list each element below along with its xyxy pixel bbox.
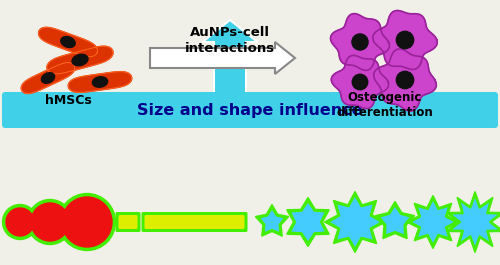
Polygon shape — [332, 55, 388, 109]
Polygon shape — [22, 63, 74, 94]
Polygon shape — [410, 199, 456, 245]
Ellipse shape — [396, 31, 413, 49]
Polygon shape — [330, 14, 390, 70]
FancyArrow shape — [202, 20, 258, 95]
Ellipse shape — [61, 37, 75, 47]
Polygon shape — [324, 192, 386, 253]
FancyBboxPatch shape — [176, 212, 248, 232]
FancyBboxPatch shape — [2, 92, 498, 128]
Text: AuNPs-cell
interactions: AuNPs-cell interactions — [185, 25, 275, 55]
Polygon shape — [450, 195, 500, 249]
Text: hMSCs: hMSCs — [44, 94, 92, 107]
Polygon shape — [38, 27, 98, 57]
Circle shape — [58, 193, 116, 250]
FancyArrow shape — [150, 42, 295, 74]
Circle shape — [28, 200, 72, 245]
FancyBboxPatch shape — [118, 215, 138, 229]
Circle shape — [2, 205, 37, 240]
Circle shape — [6, 208, 34, 236]
Polygon shape — [256, 205, 288, 236]
Ellipse shape — [72, 54, 88, 66]
Text: Size and shape influence: Size and shape influence — [137, 103, 363, 117]
Polygon shape — [258, 208, 285, 233]
Ellipse shape — [352, 34, 368, 50]
FancyBboxPatch shape — [144, 215, 182, 229]
Polygon shape — [68, 72, 132, 92]
FancyBboxPatch shape — [180, 215, 244, 229]
Circle shape — [62, 197, 112, 247]
Polygon shape — [379, 205, 411, 236]
Ellipse shape — [92, 77, 108, 87]
Polygon shape — [446, 192, 500, 253]
FancyBboxPatch shape — [142, 212, 184, 232]
Ellipse shape — [352, 74, 368, 90]
Polygon shape — [290, 201, 326, 243]
FancyBboxPatch shape — [116, 212, 140, 232]
Polygon shape — [376, 201, 414, 238]
Polygon shape — [47, 46, 113, 74]
Polygon shape — [373, 11, 438, 69]
Ellipse shape — [42, 73, 54, 83]
Text: Osteogenic
differentiation: Osteogenic differentiation — [336, 91, 434, 119]
Polygon shape — [287, 197, 329, 246]
Circle shape — [31, 203, 69, 241]
Polygon shape — [374, 49, 436, 111]
Polygon shape — [406, 196, 460, 249]
Polygon shape — [328, 195, 382, 249]
Ellipse shape — [396, 71, 413, 89]
